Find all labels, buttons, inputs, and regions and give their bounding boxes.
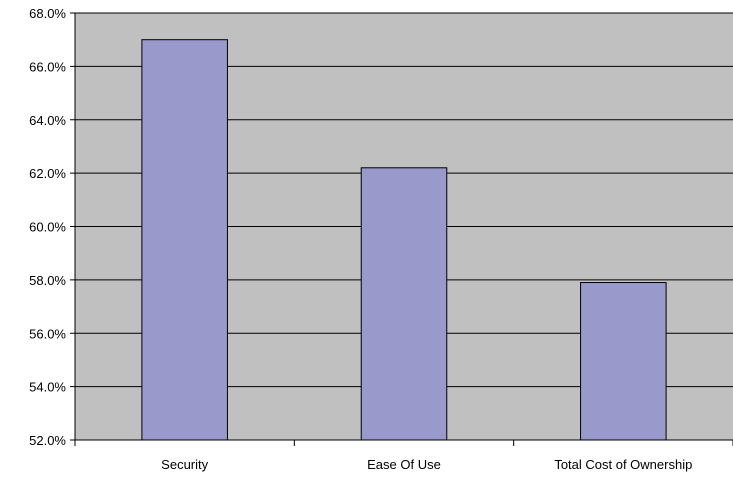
bars [141, 39, 667, 441]
y-tick-label: 68.0% [29, 6, 66, 21]
bar [141, 39, 228, 441]
x-tick-label: Security [161, 457, 208, 472]
y-tick-label: 56.0% [29, 326, 66, 341]
y-tick-label: 54.0% [29, 380, 66, 395]
y-tick-label: 66.0% [29, 59, 66, 74]
y-tick-label: 58.0% [29, 273, 66, 288]
bar [360, 167, 448, 441]
y-tick-label: 64.0% [29, 113, 66, 128]
x-tick-labels: Security Ease Of Use Total Cost of Ownersh… [161, 457, 692, 472]
axes [70, 12, 733, 446]
y-tick-label: 60.0% [29, 220, 66, 235]
y-tick-label: 62.0% [29, 166, 66, 181]
x-tick-label: Ease Of Use [367, 457, 441, 472]
y-tick-label: 52.0% [29, 433, 66, 448]
y-tick-labels: 52.0% 54.0% 56.0% 58.0% 60.0% 62.0% 64.0% 66.0%… [29, 6, 66, 448]
bar [580, 282, 667, 441]
x-tick-label: Total Cost of Ownership [554, 457, 692, 472]
